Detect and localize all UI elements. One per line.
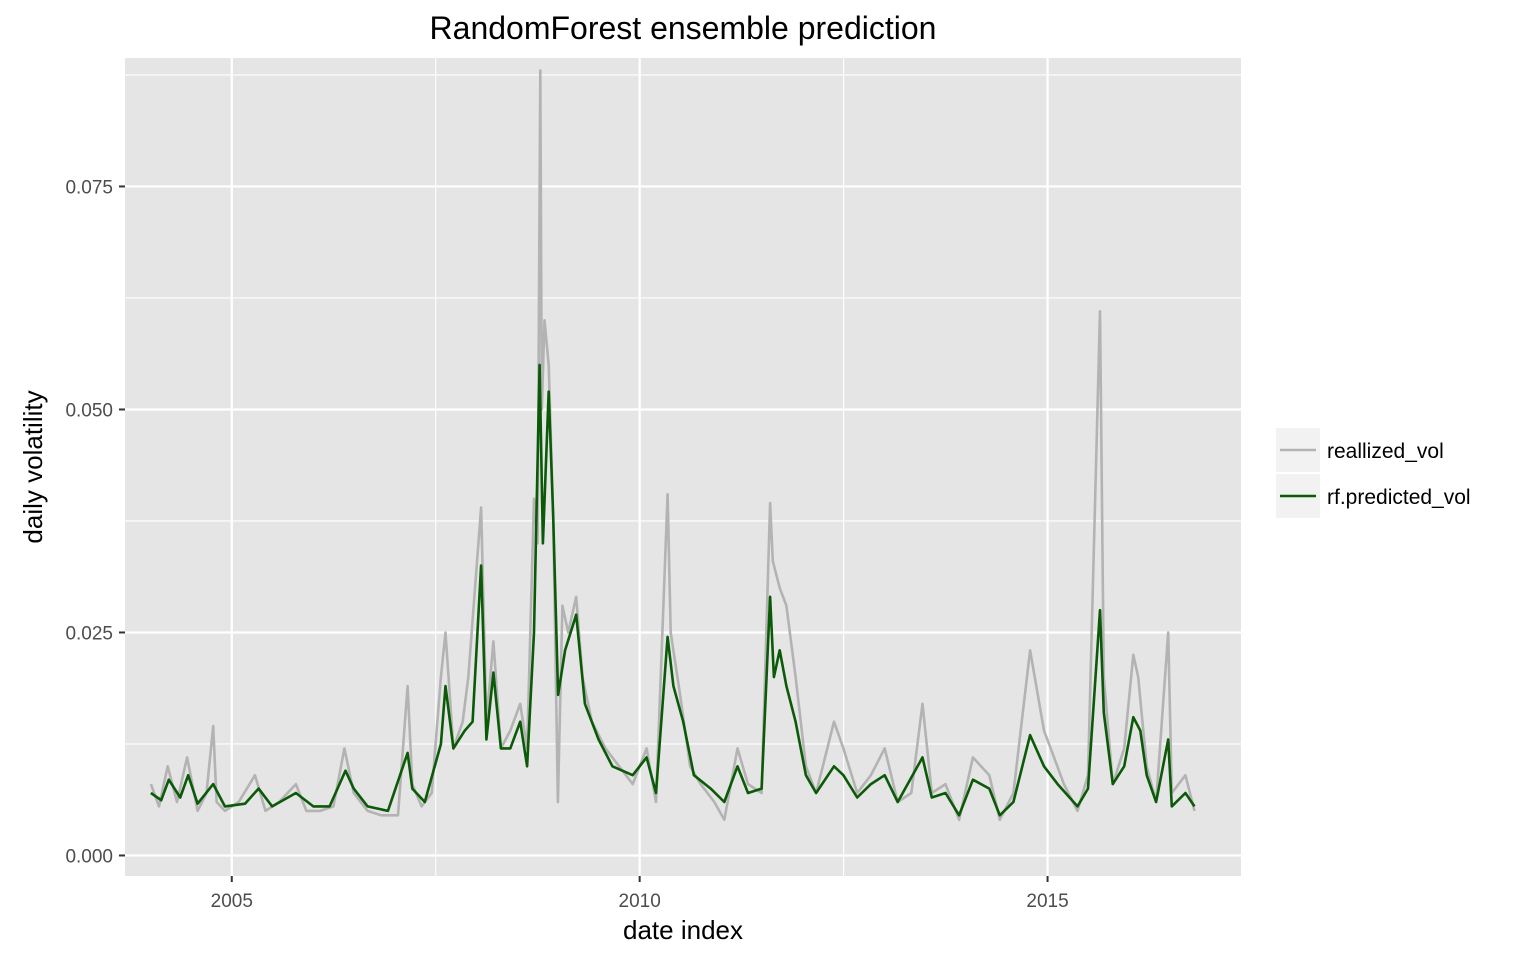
axes: 0.000 0.025 0.050 0.075 2005 2010 2015 [65,177,1068,912]
x-axis-title: date index [623,915,743,945]
legend-label: reallized_vol [1327,440,1444,463]
series-layer [149,69,1196,822]
y-tick-label: 0.025 [65,623,113,644]
series-line-reallized-vol [149,69,1196,822]
x-tick-label: 2010 [619,891,661,912]
legend-label: rf.predicted_vol [1327,486,1471,509]
plot-panel [125,58,1241,876]
series-line-rf-predicted-vol [150,363,1196,817]
x-tick-label: 2015 [1026,891,1068,912]
x-tick-label: 2005 [211,891,253,912]
y-axis-title: daily volatility [18,390,48,543]
chart-title: RandomForest ensemble prediction [430,10,937,46]
legend: reallized_vol rf.predicted_vol [1276,428,1471,518]
y-tick-label: 0.050 [65,400,113,421]
y-tick-label: 0.075 [65,177,113,198]
y-tick-label: 0.000 [65,846,113,867]
